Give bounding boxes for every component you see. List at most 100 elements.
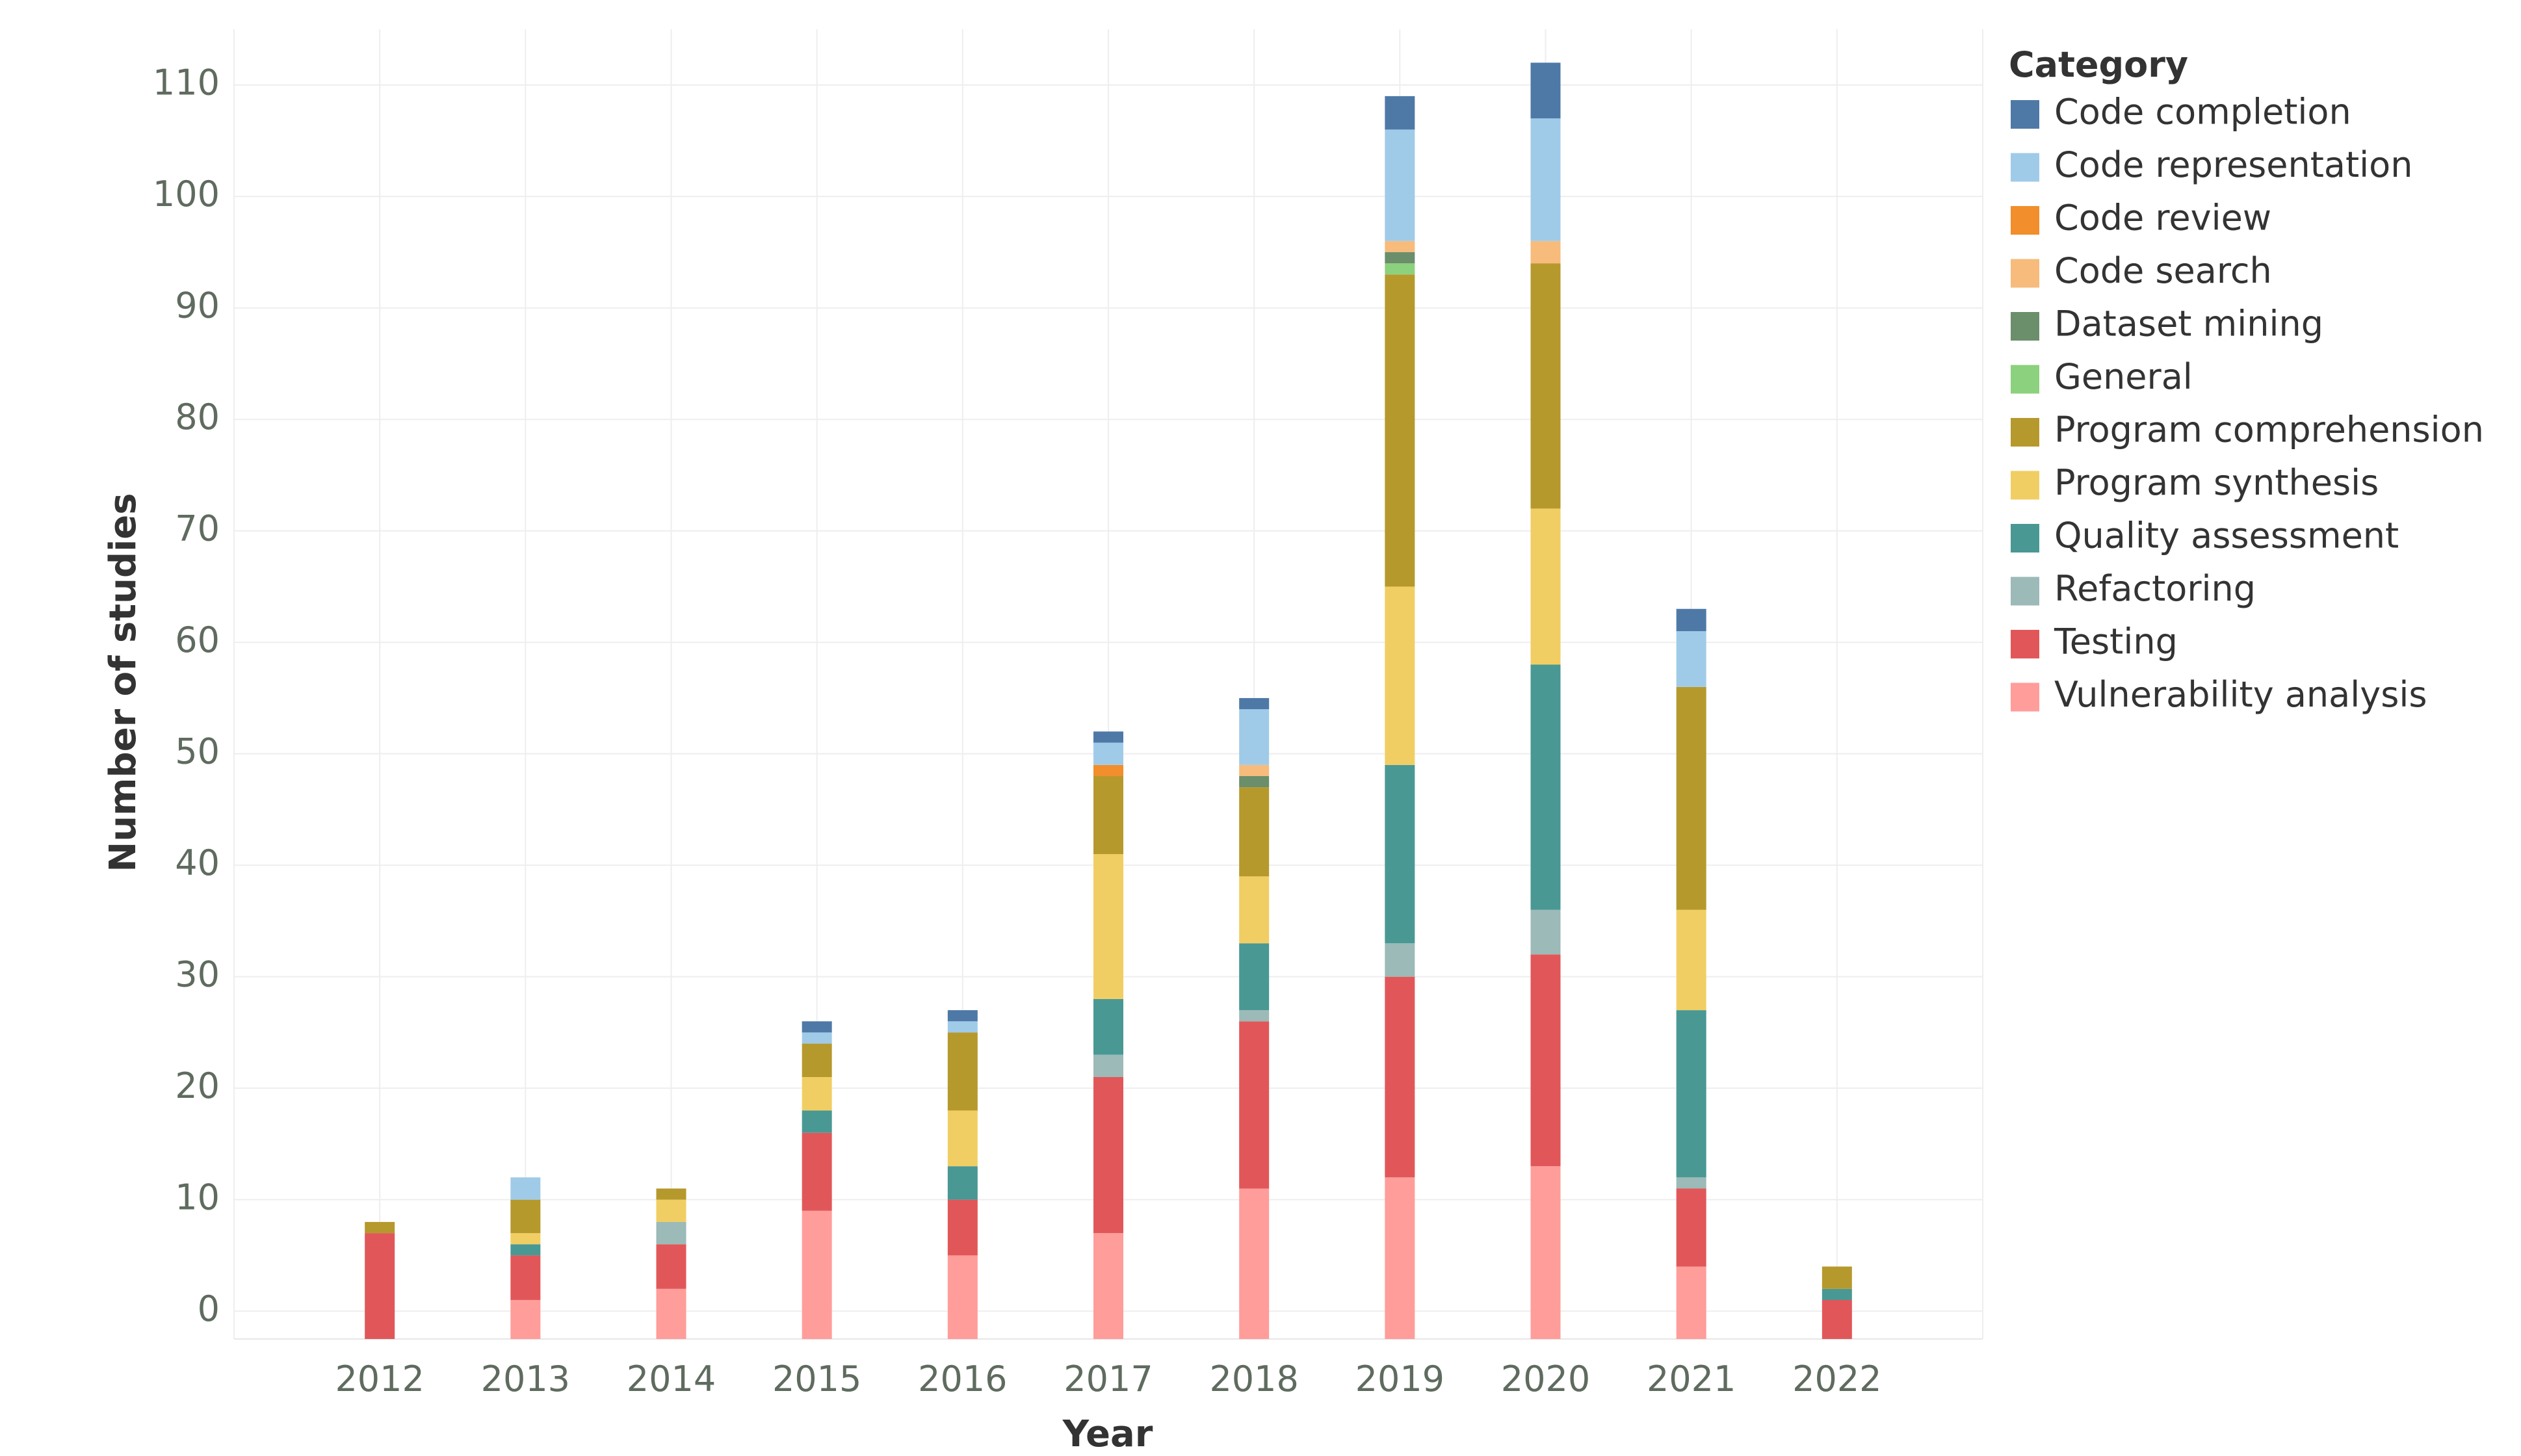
bar-segment [1530, 954, 1561, 1167]
bar-segment [1093, 775, 1123, 855]
bar-segment [1239, 876, 1270, 944]
bar-segment [802, 1043, 832, 1077]
bar-segment [656, 1188, 686, 1200]
bar-segment [1676, 631, 1706, 687]
y-tick-label: 30 [175, 954, 220, 994]
legend-label: Code search [2054, 250, 2272, 291]
bar-segment [510, 1299, 541, 1339]
bar-segment [1385, 764, 1415, 944]
bar-segment [510, 1233, 541, 1245]
bar-segment [802, 1077, 832, 1111]
bar-segment [365, 1233, 395, 1339]
legend-swatch [2011, 524, 2039, 552]
legend-label: Dataset mining [2054, 304, 2323, 344]
x-tick-label: 2015 [772, 1358, 861, 1399]
x-axis-title: Year [1062, 1413, 1153, 1455]
bar-segment [365, 1221, 395, 1234]
legend-title: Category [2009, 44, 2188, 85]
y-axis-ticks: 0 10 20 30 40 50 60 70 80 90 100 110 [153, 62, 220, 1329]
legend-label: Code completion [2054, 92, 2351, 133]
bar-segment [1093, 742, 1123, 765]
bar-segment [947, 1199, 978, 1256]
y-tick-label: 0 [198, 1288, 220, 1329]
legend-label: Refactoring [2054, 568, 2256, 609]
bar-segment [1239, 943, 1270, 1011]
chart-bars [365, 62, 1852, 1339]
legend: Category Code completion Code representat… [2009, 44, 2484, 715]
bar-segment [510, 1244, 541, 1256]
legend-label: Program synthesis [2054, 462, 2379, 503]
bar-segment [1239, 775, 1270, 788]
bar-segment [1093, 1233, 1123, 1339]
bar-segment [1385, 274, 1415, 587]
bar-segment [1676, 1266, 1706, 1339]
x-tick-label: 2016 [918, 1358, 1007, 1399]
legend-label: Code review [2054, 198, 2271, 239]
bar-segment [1676, 686, 1706, 910]
bar-segment [1385, 129, 1415, 241]
bar-segment [1530, 263, 1561, 509]
bar-segment [656, 1221, 686, 1245]
legend-label: Quality assessment [2054, 515, 2399, 556]
bar-segment [1239, 787, 1270, 877]
x-tick-label: 2012 [335, 1358, 424, 1399]
x-tick-label: 2018 [1209, 1358, 1298, 1399]
x-tick-label: 2020 [1501, 1358, 1590, 1399]
legend-swatch [2011, 365, 2039, 394]
bar-segment [656, 1199, 686, 1222]
bar-segment [1385, 1177, 1415, 1339]
y-tick-label: 50 [175, 731, 220, 772]
legend-swatch [2011, 312, 2039, 341]
bar-segment [802, 1132, 832, 1211]
legend-swatch [2011, 153, 2039, 182]
y-tick-label: 70 [175, 508, 220, 549]
legend-label: Vulnerability analysis [2054, 674, 2427, 715]
bar-segment [947, 1010, 978, 1022]
legend-label: Testing [2054, 621, 2178, 662]
bar-segment [510, 1177, 541, 1200]
bar-segment [1676, 1010, 1706, 1178]
bar-segment [1093, 764, 1123, 776]
x-tick-label: 2014 [627, 1358, 716, 1399]
bar-segment [1385, 96, 1415, 130]
bar-segment [1822, 1299, 1852, 1339]
bar-segment [1239, 764, 1270, 776]
y-tick-label: 80 [175, 396, 220, 437]
x-tick-label: 2021 [1647, 1358, 1736, 1399]
legend-swatch [2011, 206, 2039, 235]
x-tick-label: 2017 [1064, 1358, 1153, 1399]
bar-segment [1239, 1188, 1270, 1339]
bar-segment [802, 1210, 832, 1339]
legend-swatch [2011, 577, 2039, 606]
bar-segment [1093, 1054, 1123, 1077]
bar-segment [1093, 731, 1123, 743]
bar-segment [1239, 1010, 1270, 1022]
x-axis-ticks: 2012 2013 2014 2015 2016 2017 2018 2019 2020 2021… [335, 1358, 1881, 1399]
y-tick-label: 110 [153, 62, 220, 103]
bar-segment [802, 1021, 832, 1033]
y-tick-label: 40 [175, 842, 220, 883]
bar-segment [510, 1199, 541, 1234]
bar-segment [1385, 586, 1415, 765]
bar-segment [1676, 608, 1706, 632]
y-tick-label: 20 [175, 1065, 220, 1106]
x-tick-label: 2022 [1792, 1358, 1881, 1399]
bar-segment [1239, 709, 1270, 765]
bar-segment [1822, 1288, 1852, 1300]
legend-swatch [2011, 630, 2039, 658]
legend-swatch [2011, 259, 2039, 288]
bar-segment [1093, 854, 1123, 999]
bar-segment [1385, 263, 1415, 275]
legend-label: Code representation [2054, 144, 2412, 185]
y-axis-title: Number of studies [102, 493, 144, 872]
bar-segment [1385, 252, 1415, 264]
bar-segment [1676, 1177, 1706, 1189]
x-tick-label: 2019 [1355, 1358, 1444, 1399]
bar-segment [947, 1110, 978, 1167]
bar-segment [510, 1255, 541, 1300]
bar-segment [1530, 62, 1561, 119]
bar-segment [1385, 976, 1415, 1178]
bar-segment [1239, 697, 1270, 710]
y-tick-label: 90 [175, 285, 220, 326]
bar-segment [1530, 909, 1561, 955]
